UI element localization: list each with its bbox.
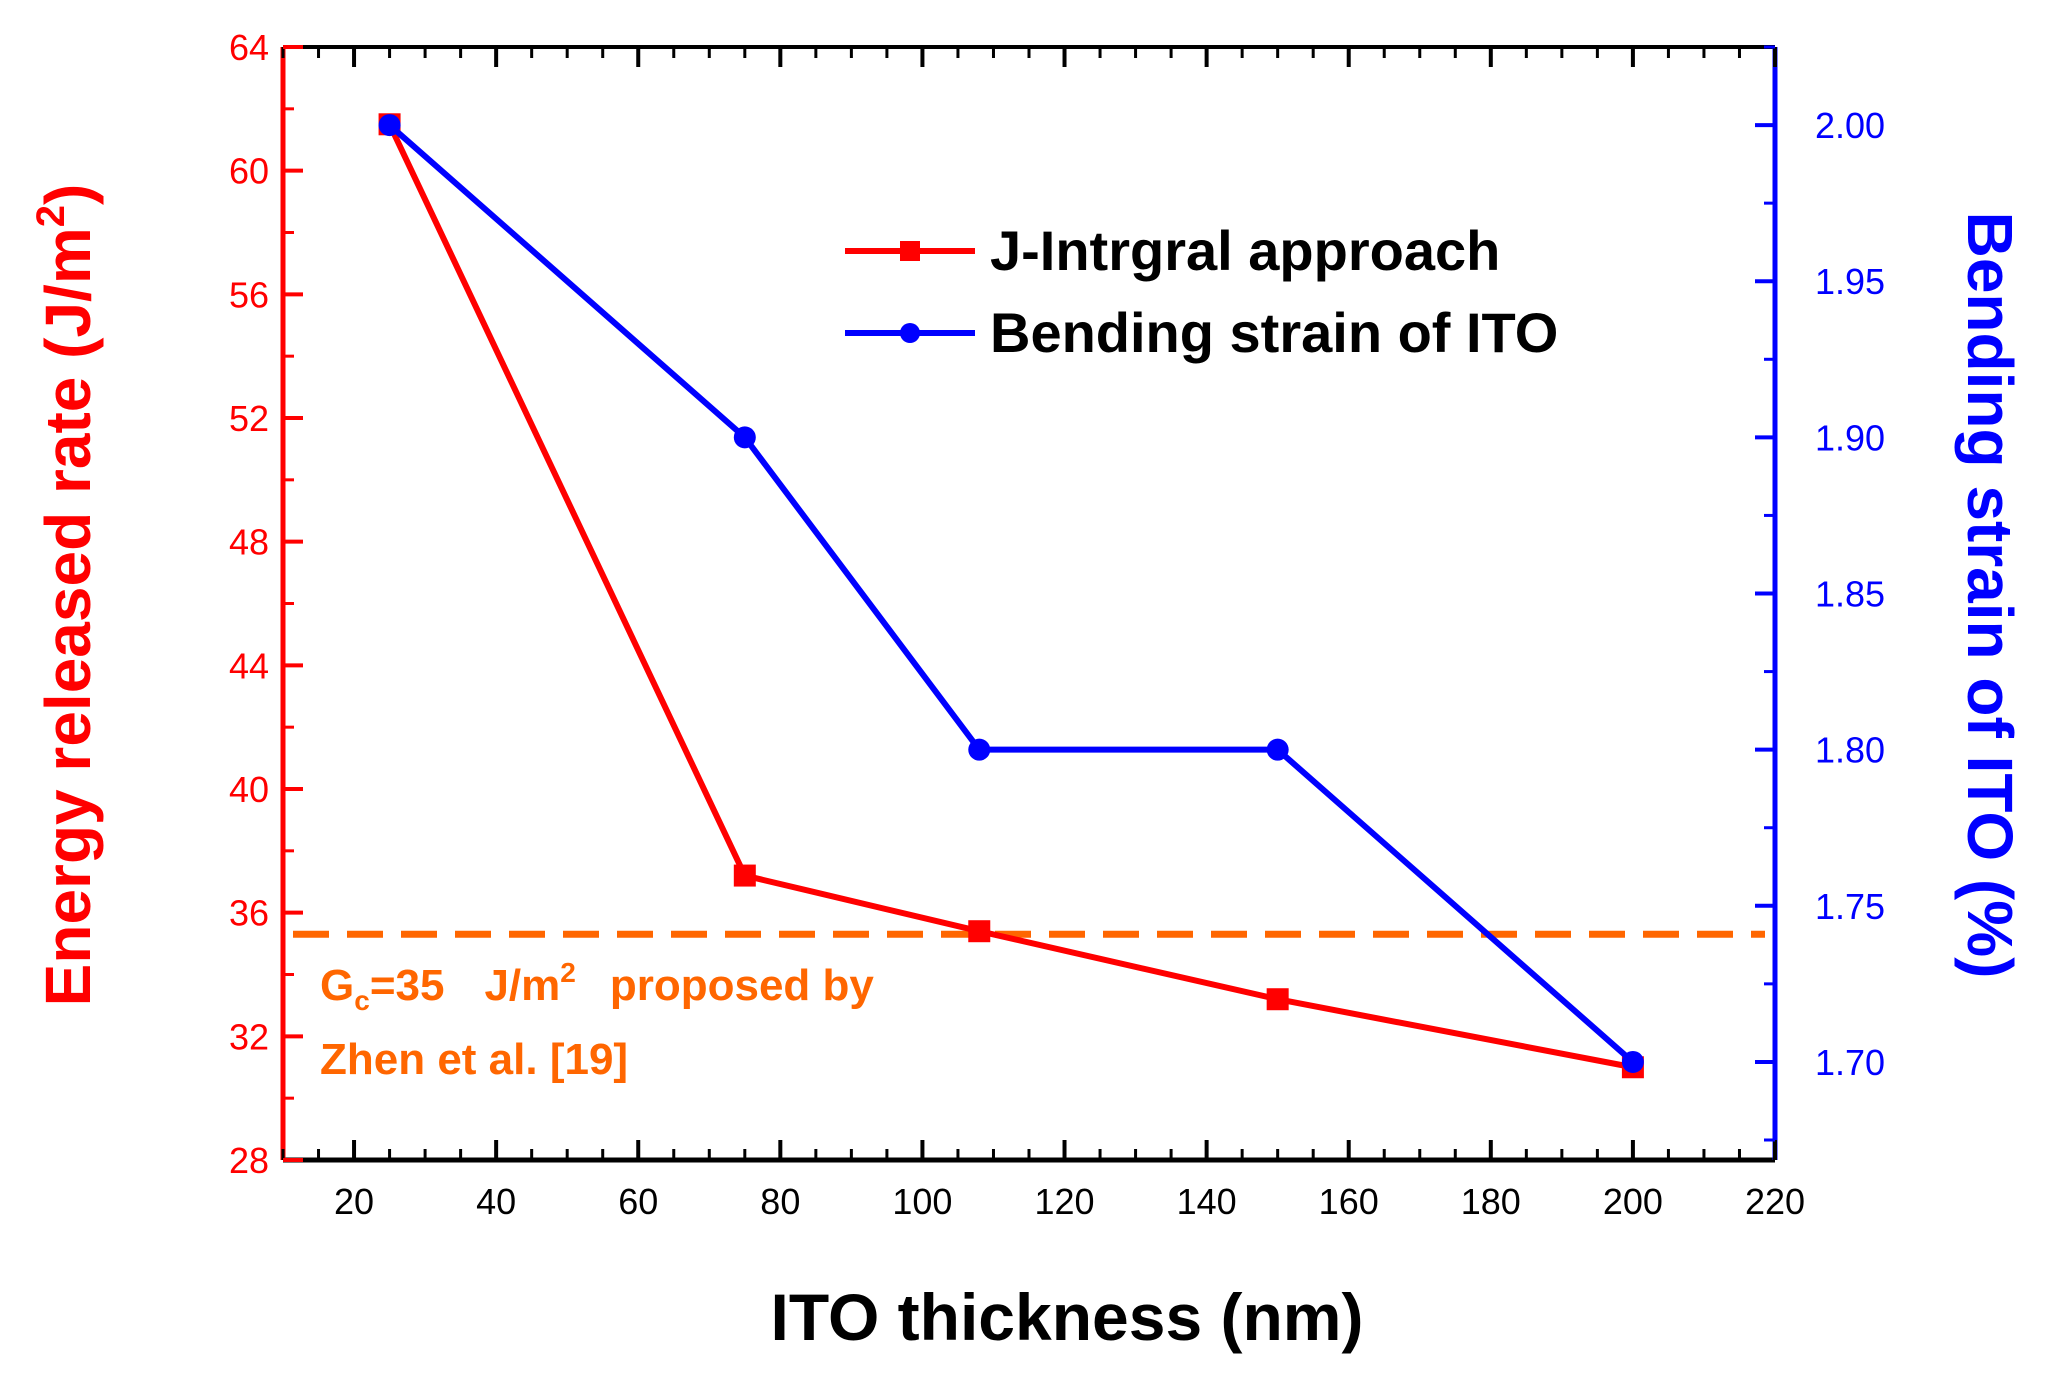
right-tick-label: 1.85	[1815, 574, 1885, 615]
x-tick-label: 200	[1603, 1181, 1663, 1222]
left-axis-title-sup: 2	[29, 205, 73, 227]
right-tick-label: 1.70	[1815, 1042, 1885, 1083]
right-tick-label: 1.90	[1815, 417, 1885, 458]
bending-strain-point	[733, 426, 756, 449]
x-tick-label: 160	[1319, 1181, 1379, 1222]
ann-sub: c	[354, 985, 370, 1016]
left-axis-title-end: )	[32, 184, 104, 205]
left-tick-label: 60	[229, 151, 269, 192]
right-tick-label: 2.00	[1815, 105, 1885, 146]
left-tick-label: 40	[229, 769, 269, 810]
x-tick-label: 180	[1461, 1181, 1521, 1222]
right-tick-label: 1.80	[1815, 730, 1885, 771]
bending-strain-point	[1266, 738, 1289, 761]
legend-marker-circle	[900, 323, 920, 343]
left-tick-label: 56	[229, 274, 269, 315]
legend-label-bending: Bending strain of ITO	[990, 301, 1558, 364]
x-tick-label: 40	[476, 1181, 516, 1222]
legend-label-j-integral: J-Intrgral approach	[990, 219, 1500, 282]
x-tick-label: 80	[760, 1181, 800, 1222]
left-tick-label: 48	[229, 522, 269, 563]
left-tick-label: 44	[229, 645, 269, 686]
j-integral-point	[1266, 988, 1289, 1011]
left-tick-label: 28	[229, 1140, 269, 1181]
left-tick-label: 64	[229, 27, 269, 68]
left-tick-label: 52	[229, 398, 269, 439]
x-tick-label: 60	[618, 1181, 658, 1222]
ann-eq: =35	[370, 961, 445, 1010]
bending-strain-point	[968, 738, 991, 761]
left-tick-label: 36	[229, 893, 269, 934]
legend: J-Intrgral approach Bending strain of IT…	[845, 219, 1558, 364]
ann-rest: proposed by	[610, 961, 875, 1010]
left-axis-title: Energy released rate (J/m2)	[29, 184, 104, 1007]
series-group	[378, 113, 1644, 1079]
bending-strain-point	[378, 114, 401, 137]
legend-marker-square	[900, 241, 920, 261]
annotation-line1: Gc=35 J/m2 proposed by	[320, 957, 874, 1016]
ann-g: G	[320, 961, 354, 1010]
left-tick-label: 32	[229, 1016, 269, 1057]
bending-strain-point	[1621, 1050, 1644, 1073]
x-tick-label: 140	[1177, 1181, 1237, 1222]
x-axis-title: ITO thickness (nm)	[771, 1280, 1364, 1354]
annotation: Gc=35 J/m2 proposed by Zhen et al. [19]	[320, 957, 874, 1084]
right-axis-title: Bending strain of ITO (%)	[1954, 212, 2026, 979]
j-integral-point	[733, 864, 756, 887]
ann-sup: 2	[560, 957, 576, 988]
x-tick-label: 120	[1034, 1181, 1094, 1222]
x-tick-label: 20	[334, 1181, 374, 1222]
ann-unit: J/m	[484, 961, 560, 1010]
j-integral-point	[968, 920, 991, 943]
x-tick-label: 220	[1745, 1181, 1805, 1222]
left-axis-title-main: Energy released rate (J/m	[32, 227, 104, 1006]
ticks: 20 40 60 80 100 120 140 160 180 200 220 28 32 36 40 44 4…	[229, 27, 1885, 1222]
x-tick-label: 100	[892, 1181, 952, 1222]
right-tick-label: 1.75	[1815, 886, 1885, 927]
right-tick-label: 1.95	[1815, 261, 1885, 302]
annotation-line2: Zhen et al. [19]	[320, 1035, 628, 1084]
